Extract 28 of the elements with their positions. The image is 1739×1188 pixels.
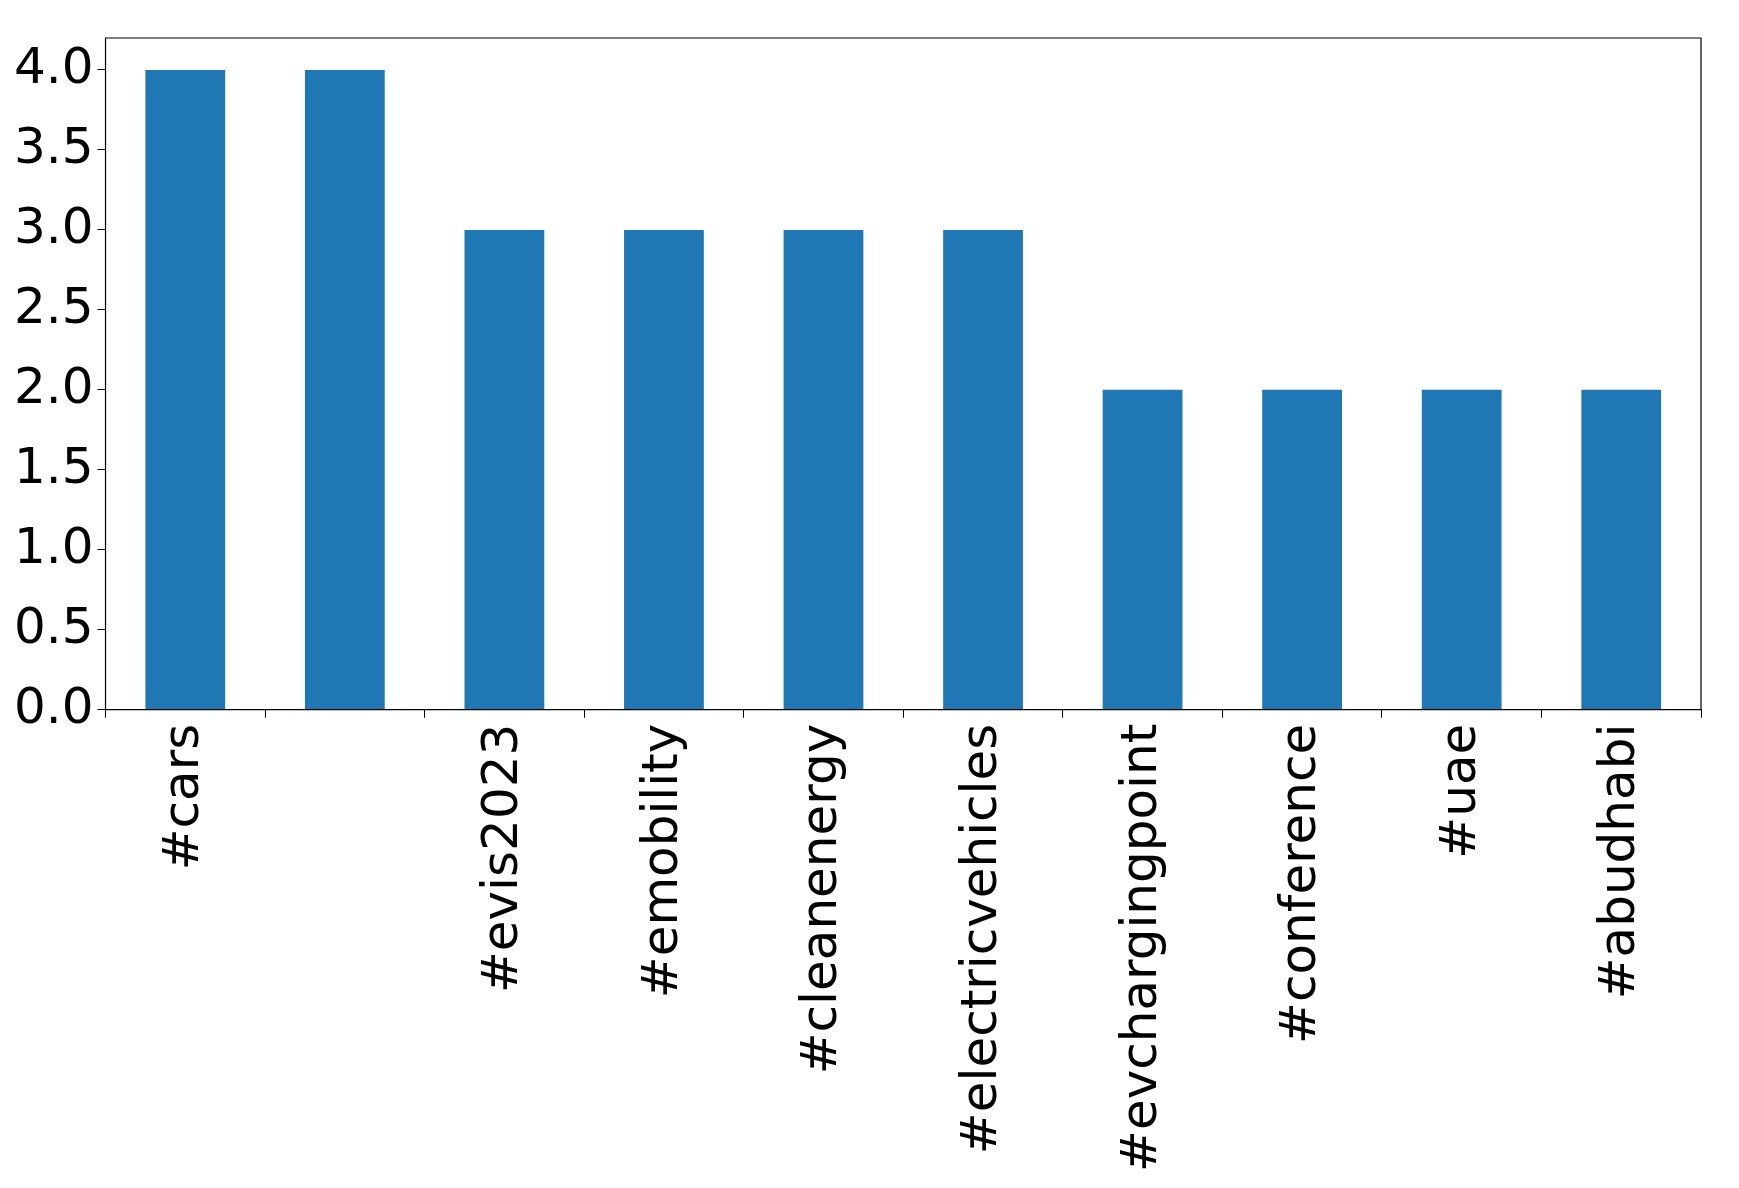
bar [1421,389,1502,710]
y-tick-label: 4.0 [13,36,94,95]
y-tick-label: 0.5 [13,596,94,655]
bar [1102,389,1183,710]
x-tick-label: #electricvehicles [950,723,1009,1155]
y-tick-label: 2.5 [13,276,94,335]
x-tick-label: #abudhabi [1588,723,1647,1000]
x-tick-label: #evis2023 [471,723,530,994]
bar [783,229,864,710]
y-tick-label: 2.0 [13,356,94,415]
bar [943,229,1023,710]
y-tick-label: 3.5 [13,116,94,175]
y-tick-label: 0.0 [13,676,94,735]
x-tick-label: #emobility [630,723,689,999]
bar [1581,389,1662,710]
y-tick-label: 1.5 [13,436,94,495]
y-tick-label: 3.0 [13,196,94,255]
x-tick-label: #cleanenergy [790,723,849,1075]
bar [145,69,226,710]
bar [464,229,545,710]
x-tick-label: #conference [1269,723,1328,1044]
x-tick-label: #evchargingpoint [1109,723,1168,1173]
bar [624,229,704,710]
y-tick-label: 1.0 [13,516,94,575]
bar [1262,389,1343,710]
x-tick-label: #cars [152,723,211,871]
x-tick-label: #uae [1428,723,1487,859]
bar [304,69,385,710]
